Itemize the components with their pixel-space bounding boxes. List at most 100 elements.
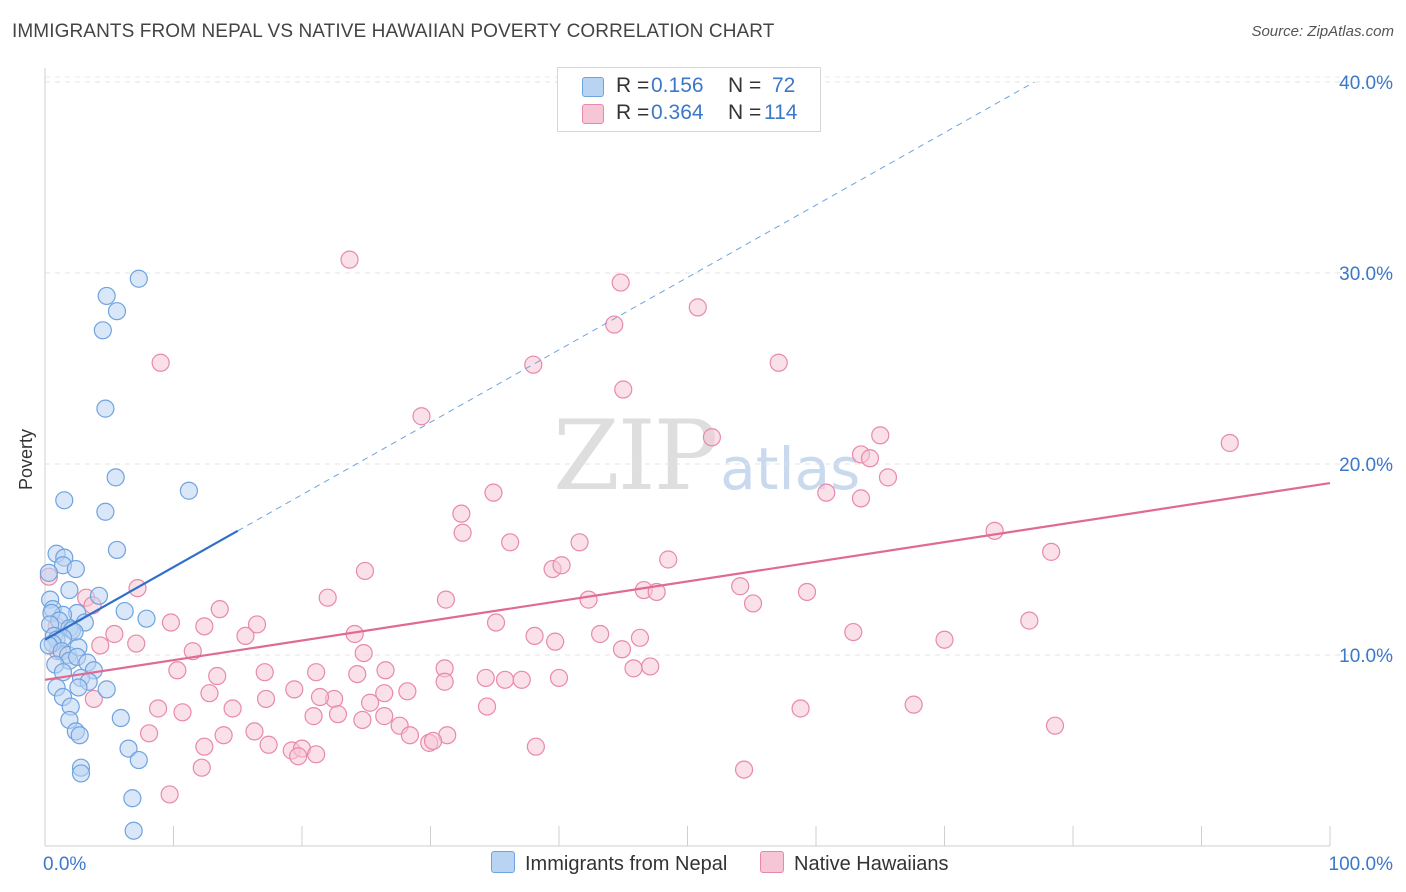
y-tick-label: 30.0% [1339,264,1393,285]
nepal-point [69,678,88,697]
series-legend-nepal: Immigrants from Nepal [491,851,727,876]
hawaiian-point [400,726,420,745]
hawaiian-point [935,630,954,649]
hawaiian-point [183,642,202,661]
nepal-point [70,726,89,745]
hawaiian-point [579,590,598,609]
hawaiian-point [546,632,565,651]
hawaiian-point [376,661,395,680]
hawaiian-point [195,737,214,756]
hawaiian-point [769,353,788,372]
hawaiian-point [423,731,443,751]
hawaiian-point [245,722,264,741]
y-tick-label: 40.0% [1339,73,1393,94]
hawaiian-point [904,695,923,714]
hawaiian-point [247,615,267,634]
nepal-point [129,750,148,770]
hawaiian-point [436,590,456,609]
legend-r-value-nepal: 0.156 [651,74,704,97]
hawaiian-point [328,705,348,724]
hawaiian-point [524,355,543,374]
hawaiian-point [844,622,863,642]
hawaiian-point [851,489,871,508]
hawaiian-point [375,684,394,703]
nepal-point [97,680,116,699]
hawaiian-point [702,428,722,447]
series-name-hawaiian: Native Hawaiians [794,853,949,875]
hawaiian-point [453,523,472,542]
nepal-point [96,502,115,521]
series-swatch-hawaiian [760,851,784,873]
legend-n-label: N = [728,101,762,124]
hawaiian-point [307,663,326,682]
nepal-point [93,321,112,340]
hawaiian-point [477,697,497,716]
hawaiian-point [1042,542,1061,561]
series-legend-hawaiian: Native Hawaiians [760,851,949,876]
watermark-zip: ZIP [553,400,718,512]
hawaiian-point [605,315,624,334]
nepal-point [106,468,125,487]
tick-labels: 10.0% 20.0% 30.0% 40.0% 0.0% 100.0% [43,73,1393,875]
hawaiian-point [731,577,750,596]
hawaiian-point [285,680,304,699]
axes [44,68,1331,847]
hawaiian-point [797,582,817,602]
hawaiian-point [549,668,569,688]
hawaiian-point [624,659,643,678]
hawaiian-point [259,735,278,754]
hawaiian-point [223,699,242,718]
nepal-point [137,609,156,628]
hawaiian-point [1220,433,1239,453]
hawaiian-point [452,504,471,523]
hawaiian-point [552,556,571,575]
hawaiian-point [659,550,678,569]
hawaiian-point [192,758,211,777]
nepal-point [119,739,138,758]
legend-n-value-nepal: 72 [772,74,796,97]
hawaiian-point [304,707,323,726]
hawaiian-point [355,561,375,581]
hawaiian-point [412,407,431,426]
hawaiian-point [570,533,589,552]
hawaiian-point [641,657,660,676]
zipatlas-watermark: ZIPatlas [553,400,860,512]
hawaiian-point [743,594,763,613]
nepal-point [107,302,127,321]
hawaiian-point [591,624,610,644]
nepal-point [107,540,127,560]
hawaiian-point [236,626,255,646]
hawaiian-point [501,533,520,552]
hawaiian-point [210,600,229,619]
hawaiian-point [817,483,836,502]
hawaiian-point [256,689,276,709]
hawaiian-point [289,747,308,766]
legend-r-value-hawaiian: 0.364 [651,101,704,124]
hawaiian-point [871,426,890,445]
nepal-point [179,481,199,500]
hawaiian-point [512,670,531,689]
nepal-point [66,559,85,579]
hawaiian-point [525,626,544,646]
source-credit: Source: ZipAtlas.com [1251,23,1394,40]
watermark-atlas: atlas [720,435,861,503]
hawaiian-point [688,298,707,317]
series-swatch-nepal [491,851,515,873]
legend-swatch-hawaiian [582,104,604,124]
series-legend: Immigrants from Nepal Native Hawaiians [0,851,1406,881]
chart-title: IMMIGRANTS FROM NEPAL VS NATIVE HAWAIIAN… [12,21,775,42]
hawaiian-point [208,666,227,686]
trend-lines [44,81,1331,681]
hawaiian-point [148,699,168,718]
hawaiian-point [484,483,503,502]
nepal-point [39,563,58,582]
nepal-point [71,764,91,783]
hawaiian-point [612,640,632,659]
nepal-point [115,601,134,621]
hawaiian-point [353,710,372,730]
grid-lines [45,76,1392,656]
hawaiian-point [791,699,810,718]
hawaiian-point [195,617,214,636]
hawaiian-point [985,521,1004,540]
